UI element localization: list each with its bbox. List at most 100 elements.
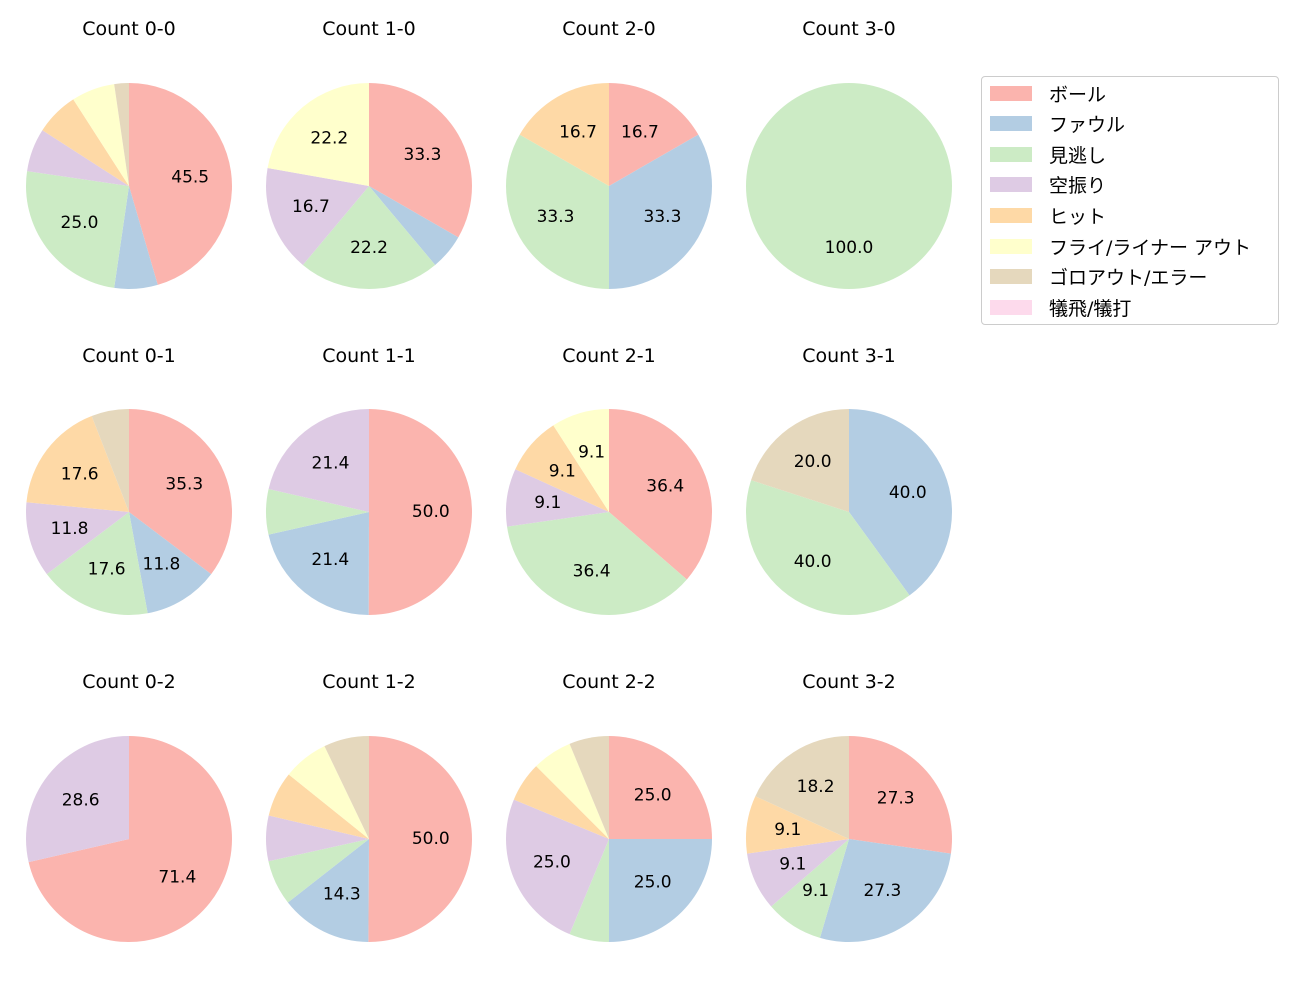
pie-slice: [266, 167, 369, 265]
pie-count-2-0: Count 2-0 16.7 33.3 33.3 16.7: [505, 18, 712, 289]
slice-label: 9.1: [802, 881, 829, 901]
pie-slice: [28, 736, 232, 942]
pie-slice: [287, 839, 369, 942]
pie-title: Count 3-2: [802, 671, 896, 693]
slice-label: 25.0: [634, 785, 672, 805]
pie-title: Count 2-0: [562, 18, 656, 40]
slice-label: 9.1: [774, 820, 801, 840]
pie-count-0-2: Count 0-2 71.4 28.6: [25, 671, 232, 942]
pie-slice: [553, 409, 609, 512]
slice-label: 16.7: [559, 123, 597, 143]
pie-slice: [129, 409, 233, 575]
pie-slice: [114, 83, 129, 186]
pie-title: Count 0-1: [82, 345, 176, 367]
pie-slice: [368, 736, 472, 942]
pie-slice: [746, 480, 910, 615]
slice-label: 9.1: [534, 493, 561, 513]
slice-label: 33.3: [537, 207, 575, 227]
pie-slice: [569, 736, 609, 839]
pie-slice: [266, 489, 369, 535]
slice-label: 16.7: [292, 197, 330, 217]
legend-swatch: [990, 85, 1032, 101]
slice-label: 18.2: [797, 777, 835, 797]
legend-label: フライ/ライナー アウト: [1049, 236, 1252, 259]
slice-label: 22.2: [350, 238, 388, 258]
slice-label: 14.3: [323, 884, 361, 904]
legend-item: ファウル: [990, 109, 1125, 139]
slice-label: 27.3: [863, 881, 901, 901]
slice-label: 16.7: [621, 123, 659, 143]
pie-count-1-2: Count 1-2 50.0 14.3: [266, 671, 472, 942]
pie-count-1-0: Count 1-0 33.3 22.2 16.7 22.2: [266, 18, 472, 289]
pie-slice: [849, 409, 953, 596]
pie-slice: [505, 134, 609, 289]
slice-label: 28.6: [62, 791, 100, 811]
slice-label: 9.1: [549, 462, 576, 482]
legend-label: 犠飛/犠打: [1049, 297, 1132, 320]
legend-label: ゴロアウト/エラー: [1049, 267, 1208, 290]
legend-item: ゴロアウト/エラー: [990, 262, 1207, 292]
pie-slice: [27, 130, 129, 186]
pie-count-3-1: Count 3-1 40.0 40.0 20.0: [746, 345, 953, 615]
slice-label: 35.3: [165, 474, 203, 494]
pie-slice: [513, 766, 609, 839]
slice-label: 17.6: [88, 560, 126, 580]
pie-title: Count 1-1: [322, 345, 416, 367]
slice-label: 45.5: [171, 167, 209, 187]
slice-label: 11.8: [51, 519, 89, 539]
legend-label: ボール: [1049, 83, 1107, 106]
slice-label: 50.0: [412, 829, 450, 849]
pie-count-2-1: Count 2-136.436.49.19.19.1: [506, 345, 713, 616]
pie-slice: [609, 839, 712, 942]
pie-slice: [73, 84, 129, 186]
pie-title: Count 0-2: [82, 671, 176, 693]
slice-label: 21.4: [312, 454, 350, 474]
legend-item: 犠飛/犠打: [990, 292, 1131, 322]
pie-slice: [609, 83, 699, 186]
pie-title: Count 2-1: [562, 345, 656, 367]
pie-slice: [268, 839, 369, 903]
pie-count-3-2: Count 3-2 27.3 27.3 9.1 9.1 9.1 18.2: [746, 671, 952, 942]
legend-swatch: [990, 238, 1032, 254]
slice-label: 36.4: [573, 561, 611, 581]
slice-label: 9.1: [578, 443, 605, 463]
pie-slice: [569, 839, 609, 942]
slice-label: 9.1: [779, 855, 806, 875]
legend-label: ファウル: [1049, 114, 1126, 137]
pie-slice: [609, 409, 713, 580]
pie-slice: [324, 736, 369, 839]
slice-label: 40.0: [794, 552, 832, 572]
pie-slice: [302, 186, 436, 289]
pie-slice: [268, 409, 369, 512]
slice-label: 20.0: [794, 452, 832, 472]
slice-label: 71.4: [158, 867, 196, 887]
pie-title: Count 3-1: [802, 345, 896, 367]
pie-slice: [536, 743, 609, 839]
legend-item: ヒット: [990, 200, 1106, 230]
pie-slice: [46, 512, 148, 615]
pie-slice: [25, 171, 129, 288]
pie-slice: [129, 83, 233, 285]
pie-slice: [746, 796, 849, 854]
slice-label: 36.4: [646, 476, 684, 496]
legend-label: 空振り: [1049, 175, 1107, 198]
legend-item: フライ/ライナー アウト: [990, 231, 1251, 261]
legend-item: 空振り: [990, 170, 1106, 200]
slice-label: 22.2: [310, 129, 348, 149]
pie-slice: [369, 186, 459, 265]
pie-title: Count 0-0: [82, 18, 176, 40]
slice-label: 17.6: [61, 465, 99, 485]
pie-count-0-1: Count 0-1 35.3 11.8 17.6 11.8 17.6: [26, 345, 233, 615]
pie-slice: [849, 736, 952, 854]
pie-slice: [519, 83, 609, 186]
pie-slice: [609, 736, 712, 839]
legend-label: 見逃し: [1049, 144, 1107, 167]
legend-swatch: [990, 299, 1032, 315]
slice-label: 25.0: [533, 853, 571, 873]
pie-slice: [369, 83, 472, 238]
pie-slice: [747, 839, 849, 907]
slice-label: 40.0: [889, 483, 927, 503]
slice-label: 100.0: [825, 238, 874, 258]
legend-swatch: [990, 177, 1032, 193]
legend-swatch: [990, 146, 1032, 162]
